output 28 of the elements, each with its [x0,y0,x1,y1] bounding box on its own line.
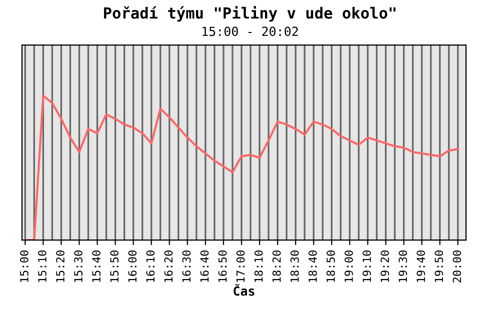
x-tick-label: 15:40 [92,250,101,282]
x-tick-label: 15:20 [56,250,64,282]
x-tick-label: 16:00 [128,250,137,282]
x-tick-label: 16:20 [164,250,173,282]
x-tick-label: 18:30 [290,250,299,282]
x-tick-label: 16:40 [200,250,209,282]
x-tick-label: 15:30 [74,250,82,282]
x-tick-label: 18:40 [308,250,317,282]
x-axis-title: Čas [234,284,254,296]
x-tick-label: 18:50 [326,250,335,282]
x-tick-label: 16:10 [146,250,155,282]
x-tick-label: 19:00 [344,250,353,282]
x-tick-label: 15:50 [110,250,119,282]
x-tick-label: 18:10 [254,250,263,282]
x-tick-label: 15:00 [20,250,28,282]
x-tick-label: 20:00 [452,250,462,282]
x-tick-label: 18:20 [272,250,281,282]
x-tick-label: 19:30 [398,250,408,282]
x-tick-label: 15:10 [38,250,46,282]
chart-subtitle: 15:00 - 20:02 [202,26,298,36]
x-tick-label: 19:50 [434,250,444,282]
x-tick-label: 19:40 [416,250,426,282]
x-tick-label: 17:00 [236,250,245,282]
x-tick-label: 16:30 [182,250,191,282]
chart-title: Pořadí týmu "Piliny v ude okolo" [104,6,396,22]
x-tick-label: 16:50 [218,250,227,282]
x-tick-label: 19:10 [362,250,371,282]
x-tick-label: 19:20 [380,250,390,282]
